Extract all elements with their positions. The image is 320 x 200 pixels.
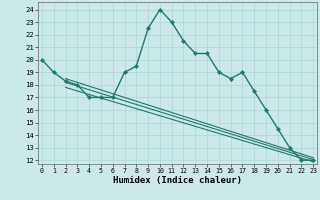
X-axis label: Humidex (Indice chaleur): Humidex (Indice chaleur)	[113, 176, 242, 185]
